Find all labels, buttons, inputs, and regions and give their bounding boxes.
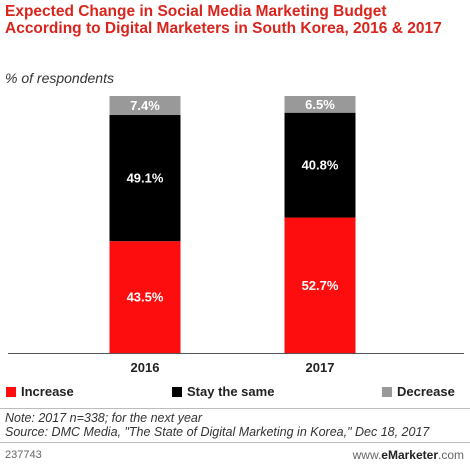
legend: Increase Stay the same Decrease [6, 384, 464, 400]
legend-item-stay-the-same: Stay the same [172, 384, 274, 399]
data-label-decrease-2017: 6.5% [305, 97, 335, 112]
bar-segment-decrease-2016 [109, 96, 181, 116]
chart-title: Expected Change in Social Media Marketin… [5, 3, 442, 37]
legend-label-increase: Increase [21, 384, 74, 399]
data-label-decrease-2016: 7.4% [130, 98, 160, 113]
bar-segment-increase-2017 [284, 217, 356, 353]
brand-prefix: www. [352, 448, 382, 462]
footnote: Note: 2017 n=338; for the next year [5, 411, 203, 425]
stacked-bar-chart: 43.5% 49.1% 7.4% 2016 52.7% 40.8% 6.5% 2017 [8, 96, 464, 375]
brand-logo: www.eMarketer.com [353, 448, 464, 462]
legend-item-decrease: Decrease [382, 384, 455, 399]
footer-divider [0, 408, 470, 409]
bar-segment-decrease-2017 [284, 96, 356, 113]
legend-label-decrease: Decrease [397, 384, 455, 399]
bar-segment-stay-the-same-2016 [109, 115, 181, 242]
legend-item-increase: Increase [6, 384, 74, 399]
source-note: Source: DMC Media, "The State of Digital… [5, 425, 430, 439]
legend-label-stay-the-same: Stay the same [187, 384, 275, 399]
legend-swatch-decrease [382, 386, 392, 397]
chart-id: 237743 [5, 449, 42, 461]
data-label-increase-2017: 52.7% [302, 278, 339, 293]
brand-name: eMarketer [381, 448, 438, 462]
legend-swatch-increase [6, 386, 16, 397]
chart-subtitle: % of respondents [5, 70, 114, 86]
data-label-stay-the-same-2017: 40.8% [302, 158, 339, 173]
legend-swatch-stay-the-same [172, 386, 182, 397]
data-label-stay-the-same-2016: 49.1% [127, 171, 164, 186]
bar-segment-increase-2016 [109, 241, 181, 353]
x-tick-label-2016: 2016 [131, 360, 160, 375]
footer-divider-bottom [0, 442, 470, 443]
brand-suffix: .com [437, 448, 464, 462]
data-label-increase-2016: 43.5% [127, 290, 164, 305]
bar-segment-stay-the-same-2017 [284, 112, 356, 218]
x-tick-label-2017: 2017 [306, 360, 335, 375]
